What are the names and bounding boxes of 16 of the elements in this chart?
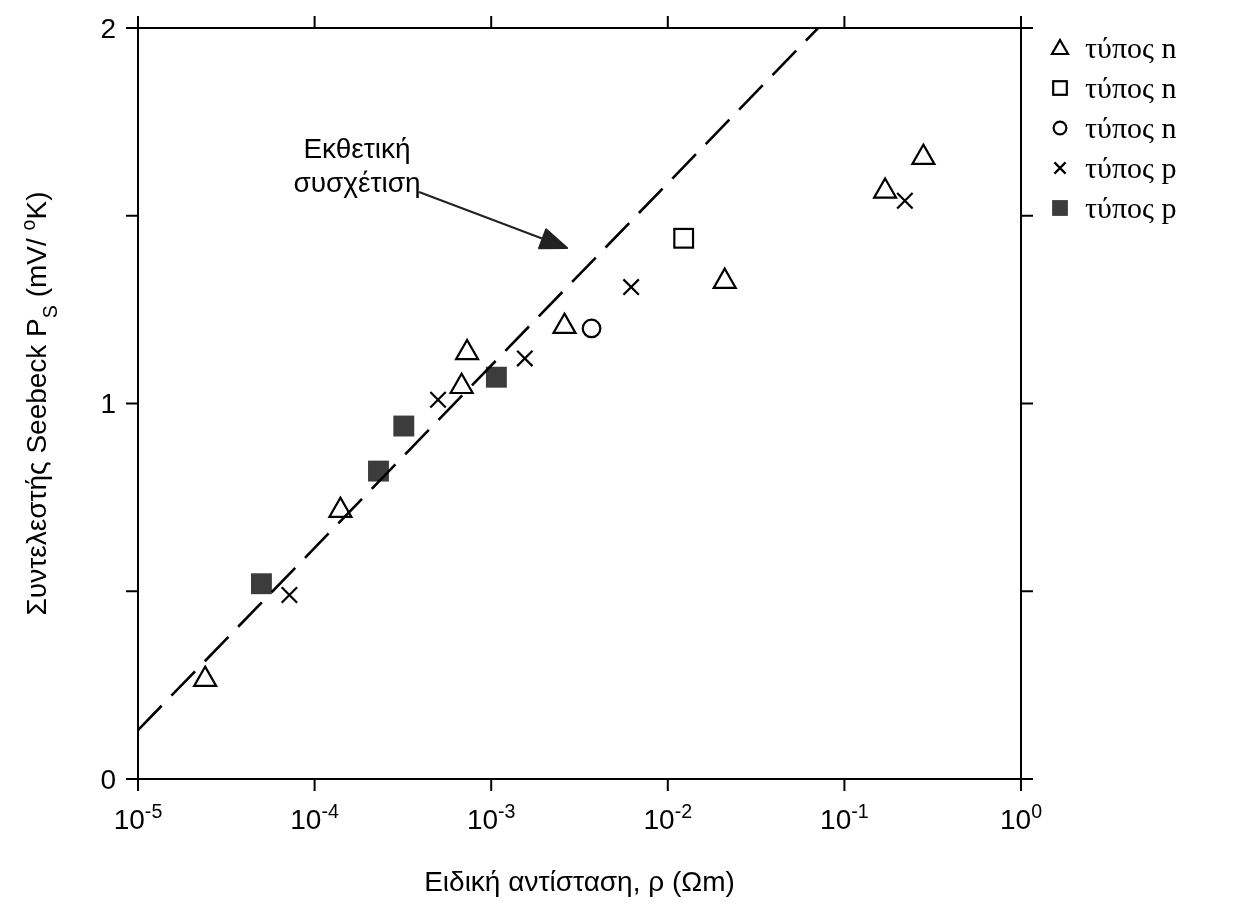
x-tick-label: 10$^{0}$ [999,800,1043,835]
legend-label: τύπος p [1085,151,1177,185]
legend-label: τύπος n [1085,111,1177,145]
x-tick-label: 10$^{-4}$ [290,800,339,835]
x-axis-title: Ειδική αντίσταση, ρ (Ωm) [424,866,735,897]
x-tick-label: 10$^{-5}$ [113,800,163,835]
legend-label: τύπος p [1085,191,1177,225]
legend-label: τύπος n [1085,31,1177,65]
x-tick-label: 10$^{-1}$ [820,800,869,835]
y-tick-label: 1 [100,388,116,420]
y-tick-label: 0 [100,763,116,795]
y-tick-label: 2 [100,12,116,44]
legend-label: τύπος n [1085,71,1177,105]
annotation: Εκθετική συσχέτιση [293,133,421,198]
x-tick-label: 10$^{-3}$ [466,800,516,835]
x-tick-label: 10$^{-2}$ [643,800,693,835]
